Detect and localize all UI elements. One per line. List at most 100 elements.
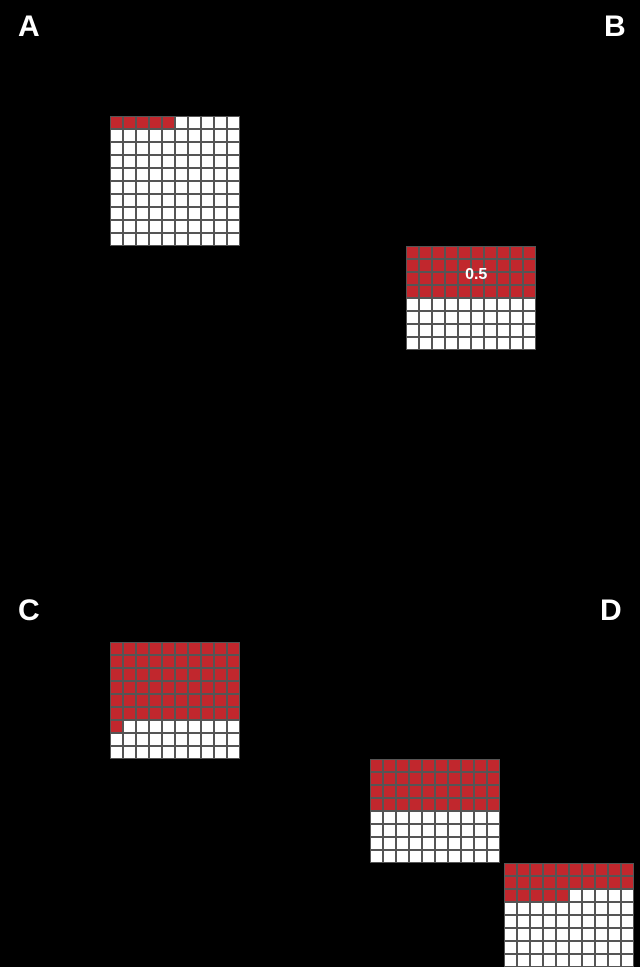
grid-cell <box>188 207 201 220</box>
grid-cell <box>445 311 458 324</box>
grid-cell <box>471 324 484 337</box>
grid-cell <box>621 902 634 915</box>
grid-cell <box>409 811 422 824</box>
grid-cell <box>569 889 582 902</box>
grid-cell <box>110 655 123 668</box>
grid-cell <box>504 889 517 902</box>
grid-cell <box>543 902 556 915</box>
grid-cell <box>419 337 432 350</box>
grid-cell <box>474 811 487 824</box>
grid-cell <box>435 850 448 863</box>
grid-cell <box>487 850 500 863</box>
grid-cell <box>201 220 214 233</box>
grid-cell <box>523 298 536 311</box>
grid-cell <box>406 285 419 298</box>
grid-cell <box>110 168 123 181</box>
grid-cell <box>162 129 175 142</box>
grid-cell <box>517 928 530 941</box>
grid-cell <box>461 837 474 850</box>
grid-cell <box>162 233 175 246</box>
grid-a-0 <box>110 116 240 246</box>
grid-cell <box>227 207 240 220</box>
grid-cell <box>487 798 500 811</box>
grid-cell <box>136 720 149 733</box>
grid-cell <box>188 155 201 168</box>
grid-cell <box>517 915 530 928</box>
corner-label-c: C <box>18 594 40 628</box>
grid-cell <box>396 824 409 837</box>
grid-cell <box>474 824 487 837</box>
grid-cell <box>123 720 136 733</box>
grid-cell <box>448 785 461 798</box>
grid-cell <box>582 928 595 941</box>
grid-cell <box>543 954 556 967</box>
grid-cell <box>162 655 175 668</box>
grid-cell <box>445 246 458 259</box>
grid-cell <box>227 642 240 655</box>
grid-cell <box>370 850 383 863</box>
grid-cell <box>435 785 448 798</box>
grid-cell <box>123 694 136 707</box>
grid-cell <box>162 155 175 168</box>
grid-cell <box>370 785 383 798</box>
grid-cell <box>517 863 530 876</box>
grid-cell <box>136 746 149 759</box>
grid-cell <box>474 759 487 772</box>
grid-cell <box>214 194 227 207</box>
grid-cell <box>504 928 517 941</box>
grid-cell <box>110 155 123 168</box>
grid-cell <box>201 168 214 181</box>
grid-cell <box>201 142 214 155</box>
grid-cell <box>227 233 240 246</box>
grid-cell <box>188 220 201 233</box>
grid-cell <box>175 142 188 155</box>
grid-cell <box>504 863 517 876</box>
grid-cell <box>484 246 497 259</box>
grid-cell <box>188 181 201 194</box>
grid-cell <box>188 720 201 733</box>
grid-cell <box>621 863 634 876</box>
grid-cell <box>621 954 634 967</box>
grid-cell <box>227 707 240 720</box>
grid-cell <box>123 181 136 194</box>
grid-cell <box>136 233 149 246</box>
grid-cell <box>445 272 458 285</box>
grid-cell <box>188 168 201 181</box>
grid-cell <box>445 285 458 298</box>
grid-cell <box>227 168 240 181</box>
grid-cell <box>123 746 136 759</box>
grid-cell <box>543 915 556 928</box>
grid-cell <box>432 298 445 311</box>
grid-cell <box>530 876 543 889</box>
grid-cell <box>110 116 123 129</box>
grid-cell <box>110 707 123 720</box>
grid-cell <box>523 337 536 350</box>
grid-cell <box>110 220 123 233</box>
grid-cell <box>461 798 474 811</box>
grid-cell <box>227 681 240 694</box>
grid-cell <box>227 194 240 207</box>
grid-cell <box>214 233 227 246</box>
grid-cell <box>523 272 536 285</box>
grid-cell <box>162 694 175 707</box>
grid-cell <box>370 811 383 824</box>
grid-cell <box>227 694 240 707</box>
grid-cell <box>175 668 188 681</box>
grid-cell <box>214 181 227 194</box>
grid-cell <box>461 785 474 798</box>
grid-cell <box>595 915 608 928</box>
grid-cell <box>608 915 621 928</box>
grid-cell <box>445 324 458 337</box>
grid-cell <box>523 324 536 337</box>
grid-cell <box>406 259 419 272</box>
grid-cell <box>149 220 162 233</box>
grid-cell <box>175 733 188 746</box>
grid-cell <box>136 207 149 220</box>
grid-cell <box>136 668 149 681</box>
grid-cell <box>608 941 621 954</box>
grid-cell <box>406 337 419 350</box>
grid-cell <box>188 694 201 707</box>
grid-cell <box>432 311 445 324</box>
grid-cell <box>149 155 162 168</box>
grid-cell <box>510 298 523 311</box>
